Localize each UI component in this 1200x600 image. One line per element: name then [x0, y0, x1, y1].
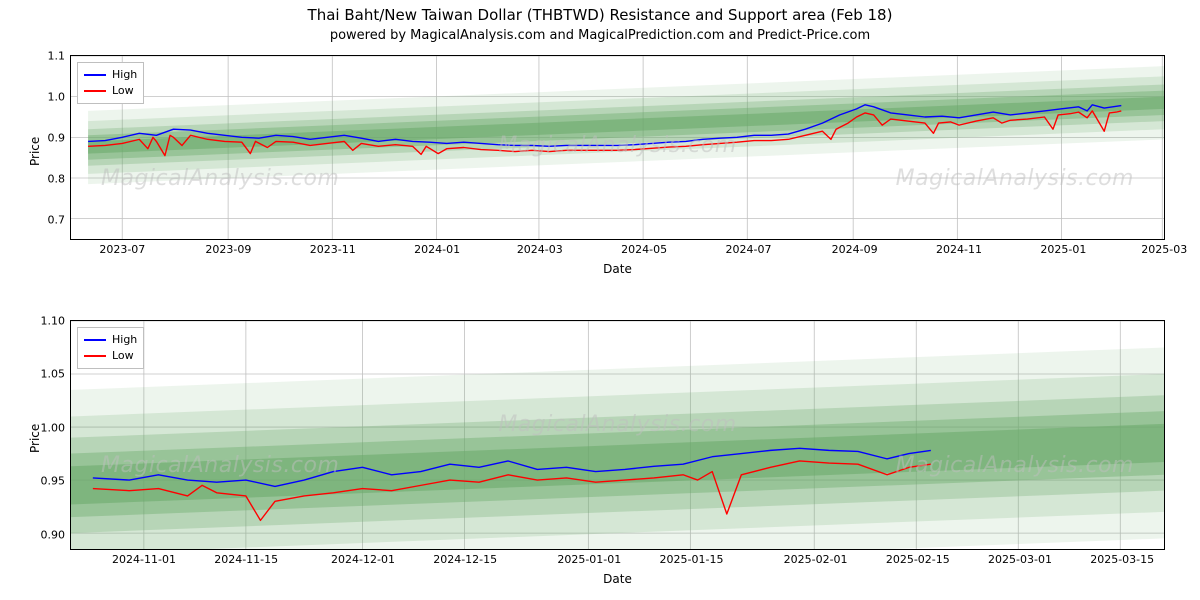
legend-label-low: Low — [112, 83, 134, 99]
legend-swatch-high — [84, 339, 106, 341]
x-tick-label: 2025-01-01 — [557, 549, 621, 566]
x-tick-label: 2023-07 — [99, 239, 145, 256]
legend-swatch-low — [84, 90, 106, 92]
x-tick-label: 2024-11 — [936, 239, 982, 256]
panel1-svg — [71, 56, 1164, 239]
x-tick-label: 2024-12-01 — [331, 549, 395, 566]
y-tick-label: 0.8 — [48, 173, 72, 186]
x-axis-label: Date — [70, 572, 1165, 586]
x-tick-label: 2024-03 — [517, 239, 563, 256]
y-tick-label: 1.1 — [48, 50, 72, 63]
y-tick-label: 0.95 — [41, 475, 72, 488]
x-tick-label: 2025-01 — [1040, 239, 1086, 256]
x-tick-label: 2024-07 — [726, 239, 772, 256]
figure: Thai Baht/New Taiwan Dollar (THBTWD) Res… — [0, 0, 1200, 600]
chart-title: Thai Baht/New Taiwan Dollar (THBTWD) Res… — [0, 6, 1200, 24]
legend-swatch-low — [84, 355, 106, 357]
x-tick-label: 2025-02-01 — [784, 549, 848, 566]
x-tick-label: 2025-03-15 — [1090, 549, 1154, 566]
legend-label-high: High — [112, 67, 137, 83]
y-tick-label: 1.05 — [41, 368, 72, 381]
legend-item-high: High — [84, 67, 137, 83]
legend-panel2: High Low — [77, 327, 144, 369]
y-tick-label: 0.9 — [48, 132, 72, 145]
y-tick-label: 1.10 — [41, 315, 72, 328]
x-tick-label: 2024-09 — [832, 239, 878, 256]
x-tick-label: 2025-03 — [1141, 239, 1187, 256]
legend-item-high: High — [84, 332, 137, 348]
y-tick-label: 1.0 — [48, 91, 72, 104]
x-tick-label: 2024-11-15 — [214, 549, 278, 566]
y-tick-label: 1.00 — [41, 421, 72, 434]
price-panel-long: High Low MagicalAnalysis.com MagicalAnal… — [70, 55, 1165, 240]
x-tick-label: 2024-12-15 — [433, 549, 497, 566]
legend-item-low: Low — [84, 348, 137, 364]
x-tick-label: 2025-01-15 — [660, 549, 724, 566]
y-tick-label: 0.7 — [48, 214, 72, 227]
panel2-svg — [71, 321, 1164, 549]
x-tick-label: 2023-09 — [205, 239, 251, 256]
legend-panel1: High Low — [77, 62, 144, 104]
x-tick-label: 2025-03-01 — [988, 549, 1052, 566]
x-tick-label: 2023-11 — [310, 239, 356, 256]
x-tick-label: 2025-02-15 — [886, 549, 950, 566]
y-axis-label: Price — [28, 136, 42, 165]
x-axis-label: Date — [70, 262, 1165, 276]
legend-label-low: Low — [112, 348, 134, 364]
chart-subtitle: powered by MagicalAnalysis.com and Magic… — [0, 28, 1200, 43]
legend-swatch-high — [84, 74, 106, 76]
price-panel-short: High Low MagicalAnalysis.com MagicalAnal… — [70, 320, 1165, 550]
x-tick-label: 2024-01 — [414, 239, 460, 256]
legend-label-high: High — [112, 332, 137, 348]
y-axis-label: Price — [28, 424, 42, 453]
legend-item-low: Low — [84, 83, 137, 99]
x-tick-label: 2024-05 — [621, 239, 667, 256]
x-tick-label: 2024-11-01 — [112, 549, 176, 566]
y-tick-label: 0.90 — [41, 528, 72, 541]
